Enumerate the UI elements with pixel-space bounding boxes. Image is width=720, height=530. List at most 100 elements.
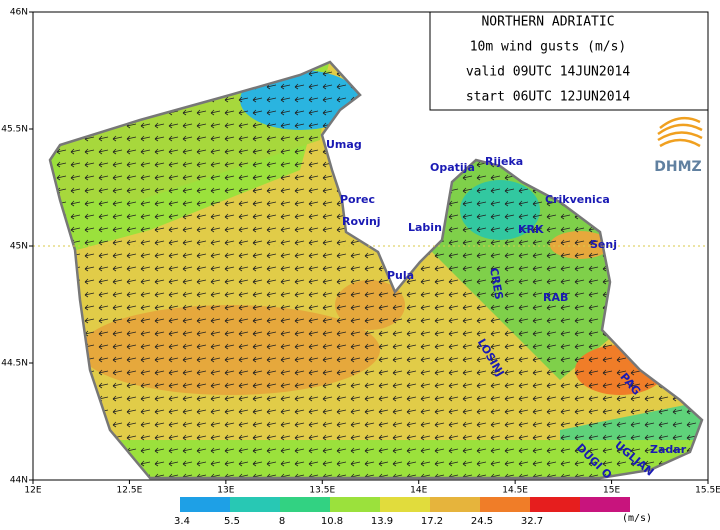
wind-arrow bbox=[168, 343, 179, 350]
wind-arrow bbox=[112, 473, 123, 478]
wind-arrow bbox=[112, 239, 123, 246]
wind-arrow bbox=[168, 330, 179, 337]
wind-arrow bbox=[420, 161, 431, 168]
wind-arrow bbox=[546, 343, 557, 350]
wind-arrow bbox=[616, 213, 627, 220]
wind-arrow bbox=[378, 122, 389, 129]
wind-arrow bbox=[225, 45, 234, 50]
wind-arrow bbox=[658, 291, 669, 298]
wind-arrow bbox=[239, 19, 248, 24]
wind-arrow bbox=[154, 148, 165, 155]
wind-arrow bbox=[406, 62, 417, 64]
wind-arrow bbox=[574, 343, 585, 350]
wind-arrow bbox=[57, 19, 66, 24]
wind-arrow bbox=[490, 382, 501, 389]
wind-arrow bbox=[266, 161, 277, 168]
wind-arrow bbox=[434, 291, 445, 298]
wind-arrow bbox=[280, 83, 291, 90]
wind-arrow bbox=[182, 447, 193, 454]
wind-arrow bbox=[476, 109, 487, 116]
wind-arrow bbox=[238, 434, 249, 441]
wind-arrow bbox=[98, 187, 109, 194]
wind-arrow bbox=[616, 226, 627, 233]
wind-arrow bbox=[84, 460, 95, 467]
wind-arrow bbox=[98, 135, 109, 142]
wind-arrow bbox=[560, 343, 571, 350]
wind-arrow bbox=[126, 135, 137, 142]
wind-arrow bbox=[210, 356, 221, 363]
wind-arrow bbox=[154, 62, 165, 64]
wind-arrow bbox=[406, 148, 417, 155]
wind-arrow bbox=[462, 135, 473, 142]
wind-arrow bbox=[686, 239, 697, 246]
wind-arrow bbox=[140, 239, 151, 246]
wind-arrow bbox=[56, 343, 67, 350]
wind-arrow bbox=[196, 83, 207, 90]
wind-arrow bbox=[98, 460, 109, 467]
wind-arrow bbox=[308, 460, 319, 467]
wind-arrow bbox=[50, 369, 53, 376]
lon-tick-label: 15E bbox=[603, 486, 620, 496]
wind-arrow bbox=[518, 460, 529, 467]
wind-arrow bbox=[322, 317, 333, 324]
place-label: Rijeka bbox=[485, 155, 523, 168]
wind-arrow bbox=[630, 304, 641, 311]
wind-arrow bbox=[574, 447, 585, 454]
wind-arrow bbox=[351, 19, 360, 24]
wind-arrow bbox=[476, 174, 487, 181]
wind-arrow bbox=[308, 96, 319, 103]
wind-arrow bbox=[393, 45, 402, 50]
wind-arrow bbox=[560, 109, 571, 116]
wind-arrow bbox=[322, 369, 333, 376]
lon-tick-label: 14.5E bbox=[502, 486, 528, 496]
wind-arrow bbox=[490, 226, 501, 233]
wind-arrow bbox=[630, 200, 641, 207]
wind-arrow bbox=[322, 434, 333, 441]
wind-arrow bbox=[294, 148, 305, 155]
wind-arrow bbox=[238, 317, 249, 324]
wind-arrow bbox=[350, 265, 361, 272]
wind-arrow bbox=[672, 317, 683, 324]
wind-arrow bbox=[70, 148, 81, 155]
wind-arrow bbox=[266, 434, 277, 441]
wind-arrow bbox=[616, 148, 627, 155]
wind-arrow bbox=[294, 278, 305, 285]
wind-arrow bbox=[196, 213, 207, 220]
wind-arrow bbox=[504, 447, 515, 454]
wind-arrow bbox=[448, 330, 459, 337]
wind-arrow bbox=[406, 252, 417, 259]
wind-arrow bbox=[253, 32, 262, 37]
wind-arrow bbox=[476, 356, 487, 363]
wind-arrow bbox=[602, 161, 613, 168]
wind-arrow bbox=[323, 19, 332, 24]
wind-arrow bbox=[322, 83, 333, 90]
wind-arrow bbox=[126, 161, 137, 168]
wind-arrow bbox=[294, 369, 305, 376]
wind-arrow bbox=[658, 252, 669, 259]
wind-arrow bbox=[112, 278, 123, 285]
wind-arrow bbox=[420, 62, 431, 64]
wind-arrow bbox=[658, 330, 669, 337]
wind-arrow bbox=[56, 265, 67, 272]
wind-arrow bbox=[672, 473, 683, 478]
wind-arrow bbox=[210, 135, 221, 142]
wind-arrow bbox=[644, 408, 655, 415]
wind-arrow bbox=[490, 174, 501, 181]
wind-arrow bbox=[602, 109, 613, 116]
wind-arrow bbox=[252, 395, 263, 402]
wind-arrow bbox=[462, 408, 473, 415]
wind-arrow bbox=[532, 161, 543, 168]
wind-arrow bbox=[210, 83, 221, 90]
wind-arrow bbox=[378, 434, 389, 441]
wind-arrow bbox=[112, 460, 123, 467]
wind-arrow bbox=[50, 330, 53, 337]
wind-arrow bbox=[238, 109, 249, 116]
wind-arrow bbox=[238, 356, 249, 363]
wind-arrow bbox=[322, 252, 333, 259]
wind-arrow bbox=[43, 32, 52, 37]
wind-arrow bbox=[350, 395, 361, 402]
wind-arrow bbox=[658, 447, 669, 454]
wind-arrow bbox=[434, 174, 445, 181]
wind-arrow bbox=[127, 32, 136, 37]
